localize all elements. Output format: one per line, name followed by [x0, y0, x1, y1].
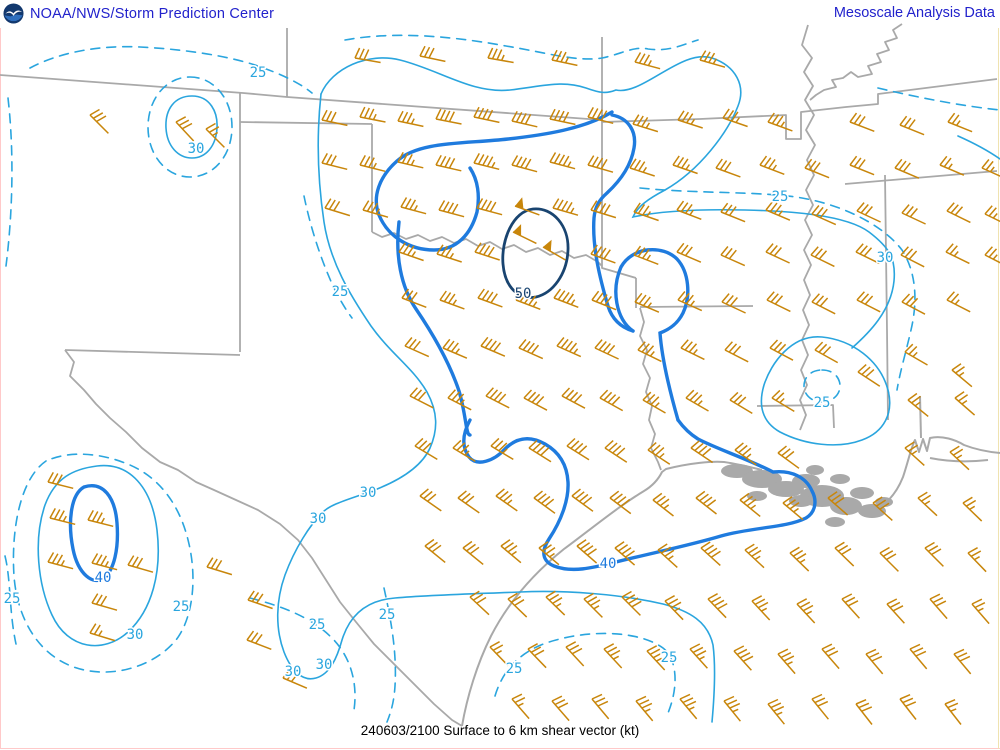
contour-label: 25 [506, 661, 523, 677]
contour-label: 25 [332, 284, 349, 300]
contour-label: 30 [285, 664, 302, 680]
contour-label: 25 [250, 65, 267, 81]
contour-label: 25 [4, 591, 21, 607]
map-caption: 240603/2100 Surface to 6 km shear vector… [360, 723, 640, 738]
contour-label: 40 [95, 570, 112, 586]
contour-label: 25 [661, 650, 678, 666]
contour-label: 25 [379, 607, 396, 623]
noaa-logo-icon [3, 3, 24, 24]
contour-label: 30 [360, 485, 377, 501]
contour-label: 25 [772, 189, 789, 205]
header-left: NOAA/NWS/Storm Prediction Center [3, 3, 274, 24]
contour-label: 30 [310, 511, 327, 527]
site-title-link[interactable]: NOAA/NWS/Storm Prediction Center [30, 5, 275, 22]
contour-label: 25 [814, 395, 831, 411]
contour-label: 30 [188, 141, 205, 157]
contour-label: 25 [173, 599, 190, 615]
contour-label: 25 [309, 617, 326, 633]
header: NOAA/NWS/Storm Prediction Center Mesosca… [0, 0, 1000, 26]
page-title-link[interactable]: Mesoscale Analysis Data [833, 5, 995, 21]
contour-label: 40 [600, 556, 617, 572]
contour-label: 50 [515, 286, 532, 302]
contour-label: 30 [877, 250, 894, 266]
contour-label: 30 [127, 627, 144, 643]
contour-label: 30 [316, 657, 333, 673]
